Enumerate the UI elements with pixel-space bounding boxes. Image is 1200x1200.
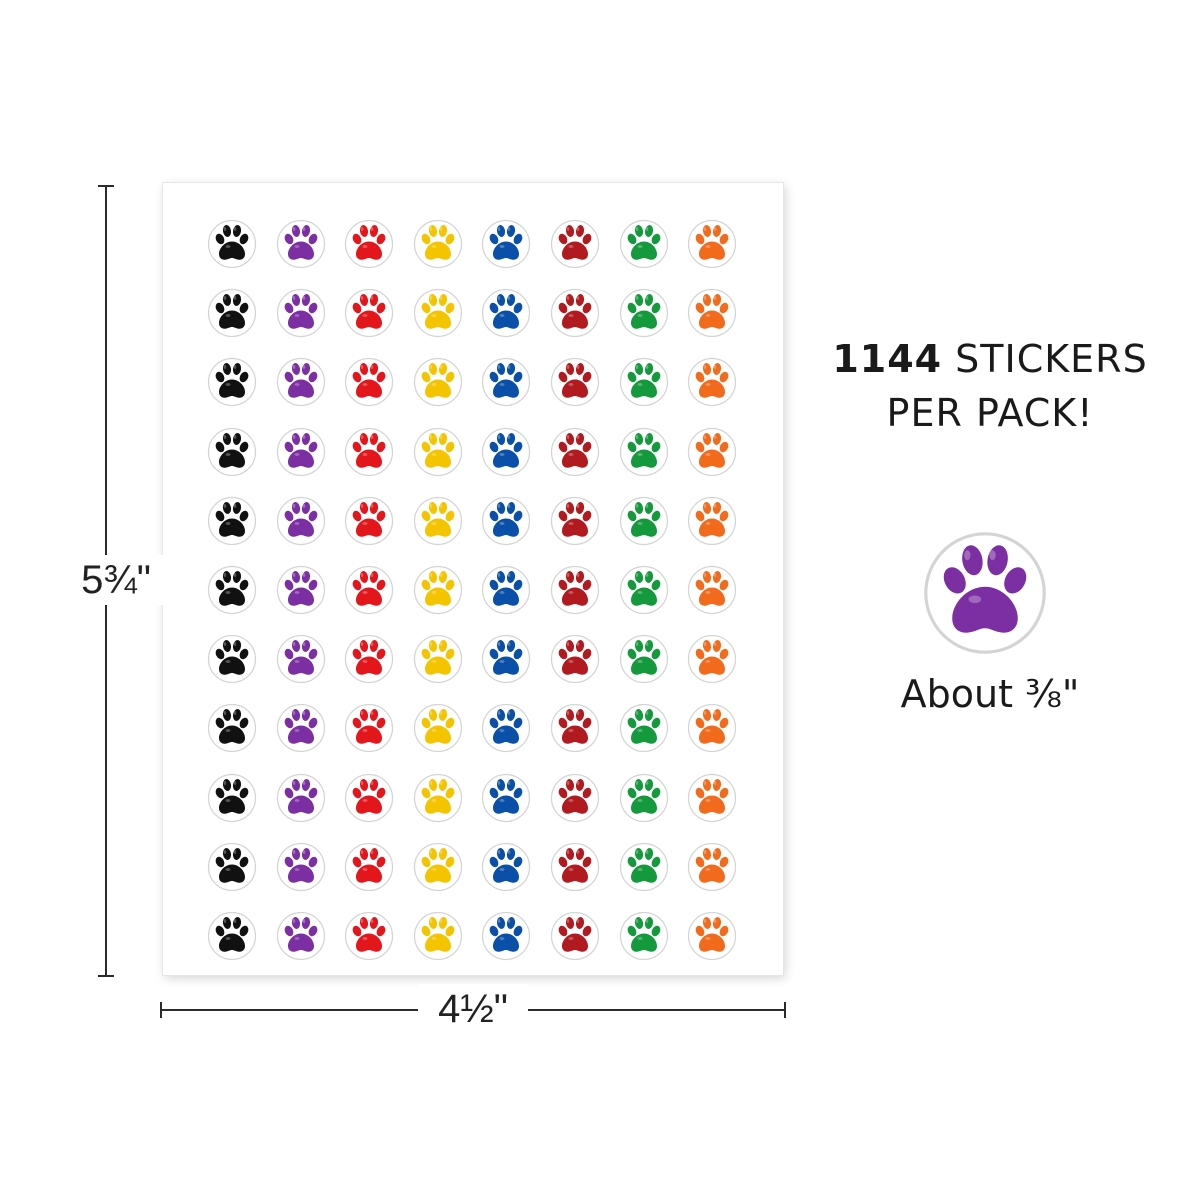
black-paw-sticker-icon <box>207 565 257 615</box>
orange-paw-sticker-icon <box>687 842 737 892</box>
blue-paw-sticker-icon <box>481 357 531 407</box>
headline-line-2: PER PACK! <box>886 391 1094 435</box>
red-paw-sticker-icon <box>344 496 394 546</box>
green-paw-sticker-icon <box>619 842 669 892</box>
red-paw-sticker-icon <box>344 842 394 892</box>
yellow-paw-sticker-icon <box>413 634 463 684</box>
green-paw-sticker-icon <box>619 357 669 407</box>
dark-red-paw-sticker-icon <box>550 842 600 892</box>
orange-paw-sticker-icon <box>687 496 737 546</box>
dark-red-paw-sticker-icon <box>550 911 600 961</box>
sticker-count-headline: 1144 STICKERS PER PACK! <box>800 332 1180 440</box>
green-paw-sticker-icon <box>619 634 669 684</box>
black-paw-sticker-icon <box>207 219 257 269</box>
red-paw-sticker-icon <box>344 911 394 961</box>
width-label: 4½" <box>418 984 528 1034</box>
height-label: 5¾" <box>66 555 166 605</box>
blue-paw-sticker-icon <box>481 496 531 546</box>
dark-red-paw-sticker-icon <box>550 565 600 615</box>
dark-red-paw-sticker-icon <box>550 634 600 684</box>
purple-paw-sticker-icon <box>276 219 326 269</box>
dark-red-paw-sticker-icon <box>550 288 600 338</box>
purple-paw-sticker-icon <box>276 496 326 546</box>
red-paw-sticker-icon <box>344 634 394 684</box>
orange-paw-sticker-icon <box>687 634 737 684</box>
blue-paw-sticker-icon <box>481 288 531 338</box>
yellow-paw-sticker-icon <box>413 842 463 892</box>
dark-red-paw-sticker-icon <box>550 496 600 546</box>
green-paw-sticker-icon <box>619 219 669 269</box>
blue-paw-sticker-icon <box>481 842 531 892</box>
blue-paw-sticker-icon <box>481 773 531 823</box>
yellow-paw-sticker-icon <box>413 565 463 615</box>
black-paw-sticker-icon <box>207 634 257 684</box>
red-paw-sticker-icon <box>344 773 394 823</box>
orange-paw-sticker-icon <box>687 565 737 615</box>
blue-paw-sticker-icon <box>481 911 531 961</box>
dark-red-paw-sticker-icon <box>550 703 600 753</box>
black-paw-sticker-icon <box>207 911 257 961</box>
blue-paw-sticker-icon <box>481 427 531 477</box>
purple-paw-sticker-icon <box>276 357 326 407</box>
purple-paw-sticker-icon <box>276 634 326 684</box>
sticker-count: 1144 <box>832 337 943 381</box>
green-paw-sticker-icon <box>619 703 669 753</box>
yellow-paw-sticker-icon <box>413 357 463 407</box>
green-paw-sticker-icon <box>619 911 669 961</box>
red-paw-sticker-icon <box>344 357 394 407</box>
sticker-size-note: About ³⁄₈" <box>900 672 1080 716</box>
yellow-paw-sticker-icon <box>413 288 463 338</box>
red-paw-sticker-icon <box>344 219 394 269</box>
black-paw-sticker-icon <box>207 703 257 753</box>
orange-paw-sticker-icon <box>687 357 737 407</box>
black-paw-sticker-icon <box>207 288 257 338</box>
orange-paw-sticker-icon <box>687 703 737 753</box>
purple-paw-sticker-icon <box>276 288 326 338</box>
black-paw-sticker-icon <box>207 773 257 823</box>
green-paw-sticker-icon <box>619 288 669 338</box>
black-paw-sticker-icon <box>207 357 257 407</box>
headline-line-1: STICKERS <box>942 337 1148 381</box>
sticker-grid <box>207 219 743 961</box>
yellow-paw-sticker-icon <box>413 427 463 477</box>
green-paw-sticker-icon <box>619 427 669 477</box>
green-paw-sticker-icon <box>619 773 669 823</box>
sample-paw-sticker-icon <box>922 530 1048 656</box>
sticker-sheet <box>163 183 783 975</box>
blue-paw-sticker-icon <box>481 219 531 269</box>
dark-red-paw-sticker-icon <box>550 427 600 477</box>
yellow-paw-sticker-icon <box>413 911 463 961</box>
green-paw-sticker-icon <box>619 496 669 546</box>
purple-paw-sticker-icon <box>276 911 326 961</box>
blue-paw-sticker-icon <box>481 703 531 753</box>
orange-paw-sticker-icon <box>687 911 737 961</box>
blue-paw-sticker-icon <box>481 565 531 615</box>
purple-paw-sticker-icon <box>276 842 326 892</box>
purple-paw-sticker-icon <box>276 565 326 615</box>
dark-red-paw-sticker-icon <box>550 773 600 823</box>
yellow-paw-sticker-icon <box>413 496 463 546</box>
black-paw-sticker-icon <box>207 842 257 892</box>
red-paw-sticker-icon <box>344 427 394 477</box>
blue-paw-sticker-icon <box>481 634 531 684</box>
purple-paw-sticker-icon <box>276 703 326 753</box>
red-paw-sticker-icon <box>344 565 394 615</box>
orange-paw-sticker-icon <box>687 288 737 338</box>
yellow-paw-sticker-icon <box>413 703 463 753</box>
yellow-paw-sticker-icon <box>413 219 463 269</box>
yellow-paw-sticker-icon <box>413 773 463 823</box>
orange-paw-sticker-icon <box>687 219 737 269</box>
purple-paw-sticker-icon <box>276 427 326 477</box>
purple-paw-sticker-icon <box>276 773 326 823</box>
black-paw-sticker-icon <box>207 496 257 546</box>
black-paw-sticker-icon <box>207 427 257 477</box>
red-paw-sticker-icon <box>344 703 394 753</box>
orange-paw-sticker-icon <box>687 427 737 477</box>
dark-red-paw-sticker-icon <box>550 219 600 269</box>
dark-red-paw-sticker-icon <box>550 357 600 407</box>
orange-paw-sticker-icon <box>687 773 737 823</box>
green-paw-sticker-icon <box>619 565 669 615</box>
red-paw-sticker-icon <box>344 288 394 338</box>
